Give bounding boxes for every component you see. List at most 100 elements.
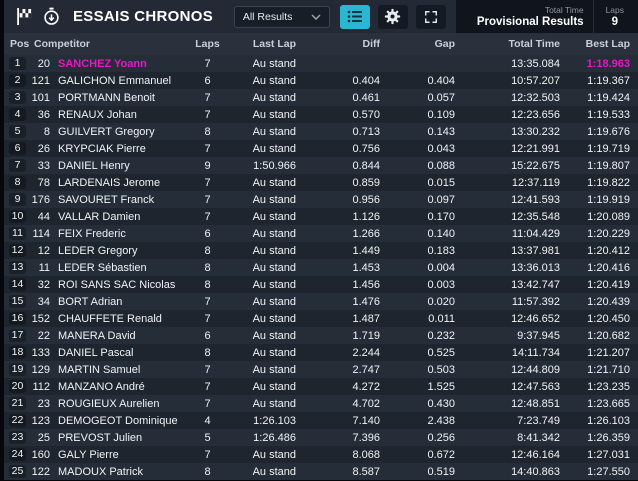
table-row[interactable]: 8 78 LARDENAIS Jerome 7 Au stand 0.859 0… xyxy=(4,174,638,191)
results-filter-dropdown[interactable]: All Results xyxy=(233,5,330,28)
competitor-number: 133 xyxy=(31,346,50,359)
last-lap-value: Au stand xyxy=(252,244,296,257)
position-cell: 18 xyxy=(4,346,30,359)
last-lap-value: Au stand xyxy=(252,57,296,70)
table-row[interactable]: 19 129 MARTIN Samuel 7 Au stand 2.747 0.… xyxy=(4,361,638,378)
laps-count: 8 xyxy=(204,278,211,291)
total-time-value: 11:57.392 xyxy=(511,295,560,308)
position-cell: 7 xyxy=(4,159,30,172)
table-row[interactable]: 6 26 KRYPCIAK Pierre 7 Au stand 0.756 0.… xyxy=(4,140,638,157)
last-lap-value: Au stand xyxy=(252,176,296,189)
table-row[interactable]: 24 160 GALY Pierre 7 Au stand 8.068 0.67… xyxy=(4,446,638,463)
table-row[interactable]: 20 112 MANZANO André 7 Au stand 4.272 1.… xyxy=(4,378,638,395)
table-row[interactable]: 7 33 DANIEL Henry 9 1:50.966 0.844 0.088… xyxy=(4,157,638,174)
diff-value: 0.461 xyxy=(352,91,380,104)
position-badge: 16 xyxy=(9,312,26,325)
position-badge: 15 xyxy=(9,295,26,308)
stopwatch-icon xyxy=(40,6,62,28)
position-cell: 9 xyxy=(4,193,30,206)
gap-value: 0.143 xyxy=(427,125,455,138)
competitor-name: SANCHEZ Yoann xyxy=(58,57,147,70)
table-row[interactable]: 21 23 ROUGIEUX Aurelien 7 Au stand 4.702… xyxy=(4,395,638,412)
table-row[interactable]: 10 44 VALLAR Damien 7 Au stand 1.126 0.1… xyxy=(4,208,638,225)
fullscreen-button[interactable] xyxy=(415,4,446,29)
competitor-number: 25 xyxy=(37,431,50,444)
table-row[interactable]: 22 123 DEMOGEOT Dominique 4 1:26.103 7.1… xyxy=(4,412,638,429)
position-badge: 23 xyxy=(9,431,26,444)
table-row[interactable]: 5 8 GUILVERT Gregory 8 Au stand 0.713 0.… xyxy=(4,123,638,140)
laps-count: 7 xyxy=(204,108,211,121)
diff-value: 1.476 xyxy=(352,295,380,308)
table-row[interactable]: 25 122 MADOUX Patrick 8 Au stand 8.587 0… xyxy=(4,463,638,480)
laps-count: 7 xyxy=(204,176,211,189)
laps-label: Laps xyxy=(605,4,624,15)
settings-button[interactable] xyxy=(377,4,408,29)
best-lap-value: 1:20.229 xyxy=(587,227,630,240)
column-header-laps: Laps xyxy=(195,38,220,50)
table-row[interactable]: 11 114 FEIX Frederic 6 Au stand 1.266 0.… xyxy=(4,225,638,242)
table-row[interactable]: 9 176 SAVOURET Franck 7 Au stand 0.956 0… xyxy=(4,191,638,208)
position-cell: 12 xyxy=(4,244,30,257)
best-lap-value: 1:23.665 xyxy=(587,397,630,410)
table-row[interactable]: 13 11 LEDER Sébastien 8 Au stand 1.453 0… xyxy=(4,259,638,276)
column-header-total-time: Total Time xyxy=(508,38,560,50)
diff-value: 0.404 xyxy=(352,74,380,87)
competitor-number: 101 xyxy=(31,91,50,104)
laps-count: 7 xyxy=(204,91,211,104)
competitor-name: GALY Pierre xyxy=(58,448,119,461)
list-view-button[interactable] xyxy=(339,4,370,29)
table-row[interactable]: 12 12 LEDER Gregory 8 Au stand 1.449 0.1… xyxy=(4,242,638,259)
competitor-number: 78 xyxy=(37,176,50,189)
last-lap-value: Au stand xyxy=(252,125,296,138)
table-row[interactable]: 2 121 GALICHON Emmanuel 6 Au stand 0.404… xyxy=(4,72,638,89)
laps-count: 5 xyxy=(204,431,211,444)
total-time-value: 12:46.652 xyxy=(511,312,560,325)
table-row[interactable]: 16 152 CHAUFFETE Renald 7 Au stand 1.487… xyxy=(4,310,638,327)
laps-count: 7 xyxy=(204,142,211,155)
laps-count: 7 xyxy=(204,380,211,393)
gap-value: 0.043 xyxy=(427,142,455,155)
table-row[interactable]: 1 20 SANCHEZ Yoann 7 Au stand 13:35.084 … xyxy=(4,55,638,72)
laps-count: 7 xyxy=(204,57,211,70)
competitor-number: 34 xyxy=(37,295,50,308)
gap-value: 2.438 xyxy=(427,414,455,427)
best-lap-value: 1:20.416 xyxy=(587,261,630,274)
table-row[interactable]: 23 25 PREVOST Julien 5 1:26.486 7.396 0.… xyxy=(4,429,638,446)
competitor-number: 176 xyxy=(31,193,50,206)
table-row[interactable]: 17 22 MANERA David 6 Au stand 1.719 0.23… xyxy=(4,327,638,344)
position-badge: 17 xyxy=(9,329,26,342)
position-cell: 3 xyxy=(4,91,30,104)
total-time-value: 13:37.981 xyxy=(511,244,560,257)
position-badge: 6 xyxy=(9,142,26,155)
position-cell: 22 xyxy=(4,414,30,427)
table-row[interactable]: 3 101 PORTMANN Benoit 7 Au stand 0.461 0… xyxy=(4,89,638,106)
total-time-value: 8:41.342 xyxy=(517,431,560,444)
position-cell: 24 xyxy=(4,448,30,461)
competitor-number: 11 xyxy=(38,261,50,274)
laps-count: 8 xyxy=(204,125,211,138)
competitor-name: SAVOURET Franck xyxy=(58,193,155,206)
last-lap-value: Au stand xyxy=(252,397,296,410)
position-badge: 2 xyxy=(9,74,26,87)
best-lap-value: 1:18.963 xyxy=(586,57,630,70)
table-row[interactable]: 14 32 ROI SANS SAC Nicolas 8 Au stand 1.… xyxy=(4,276,638,293)
diff-value: 2.747 xyxy=(352,363,380,376)
competitor-number: 122 xyxy=(31,465,50,478)
diff-value: 1.126 xyxy=(352,210,380,223)
best-lap-value: 1:20.682 xyxy=(587,329,630,342)
position-cell: 11 xyxy=(4,227,30,240)
table-row[interactable]: 15 34 BORT Adrian 7 Au stand 1.476 0.020… xyxy=(4,293,638,310)
column-header-gap: Gap xyxy=(434,38,455,50)
laps-count: 9 xyxy=(204,159,211,172)
table-row[interactable]: 4 36 RENAUX Johan 7 Au stand 0.570 0.109… xyxy=(4,106,638,123)
competitor-name: MARTIN Samuel xyxy=(58,363,141,376)
last-lap-value: Au stand xyxy=(252,363,296,376)
total-time-value: 7:23.749 xyxy=(517,414,560,427)
diff-value: 0.844 xyxy=(352,159,380,172)
laps-count: 7 xyxy=(204,295,211,308)
last-lap-value: Au stand xyxy=(252,227,296,240)
diff-value: 0.756 xyxy=(352,142,380,155)
table-body: 1 20 SANCHEZ Yoann 7 Au stand 13:35.084 … xyxy=(4,55,638,480)
competitor-number: 160 xyxy=(31,448,50,461)
table-row[interactable]: 18 133 DANIEL Pascal 8 Au stand 2.244 0.… xyxy=(4,344,638,361)
